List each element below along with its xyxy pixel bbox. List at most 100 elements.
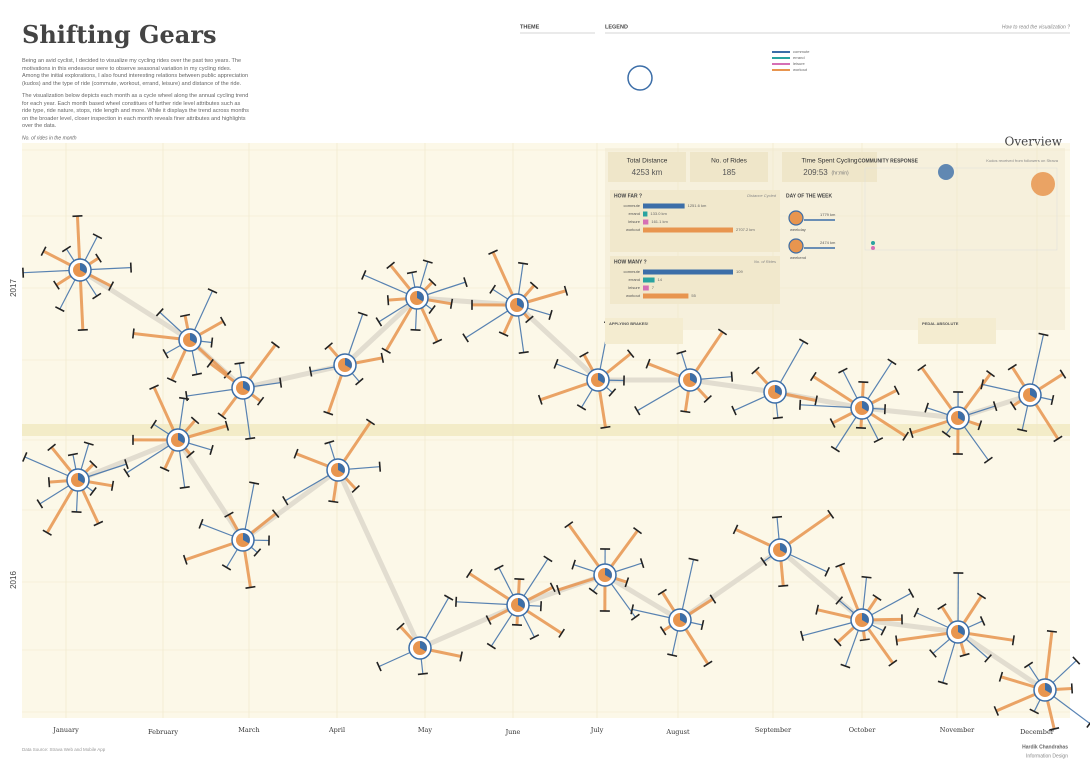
- month-wheel: [22, 441, 129, 536]
- ride-stop: [271, 509, 280, 519]
- ride-stop: [959, 652, 970, 658]
- wheel-hub-share: [1045, 683, 1052, 694]
- ride-stop: [224, 511, 234, 518]
- legend-label: workout: [793, 67, 808, 72]
- ride-stop: [92, 233, 103, 240]
- month-wheel: [909, 364, 998, 464]
- month-wheel: [980, 332, 1067, 443]
- theme-title: THEME: [520, 24, 540, 30]
- panel-title: HOW FAR ?: [614, 193, 642, 199]
- footer-role: Information Design: [1026, 753, 1068, 759]
- stat-label: Time Spent Cycling: [801, 158, 857, 165]
- ride-stop: [800, 630, 805, 641]
- stat-value: 185: [722, 168, 736, 177]
- panel-title: DAY OF THE WEEK: [786, 193, 833, 199]
- ride-stop: [529, 281, 539, 290]
- page-title: Shifting Gears: [22, 20, 217, 49]
- ride-stop: [92, 292, 102, 300]
- row-label: errand: [628, 211, 640, 216]
- intro-paragraph: Being an avid cyclist, I decided to visu…: [22, 58, 249, 87]
- ride-stop: [525, 315, 534, 324]
- ride-stop: [323, 410, 334, 416]
- legend-label: errand: [793, 55, 805, 60]
- ride-stop: [159, 466, 170, 472]
- row-value: 2707.2 km: [736, 227, 755, 232]
- month-wheel: [800, 562, 915, 669]
- ride-stop: [155, 308, 164, 317]
- month-wheel: [556, 521, 645, 621]
- month-wheel: [634, 328, 734, 416]
- month-wheel: [132, 288, 232, 383]
- ride-stop: [253, 548, 262, 557]
- row-bar: [643, 293, 689, 299]
- ride-stop: [895, 635, 899, 646]
- overview-title: Overview: [1005, 135, 1063, 149]
- ride-stop: [514, 577, 525, 581]
- ride-stop: [633, 527, 643, 535]
- month-wheel: [123, 384, 230, 490]
- ride-stop: [179, 486, 190, 490]
- ride-stop: [61, 245, 72, 253]
- ride-stop: [703, 660, 713, 668]
- ride-stop: [760, 556, 768, 567]
- ride-stop: [630, 613, 640, 621]
- month-wheel: [630, 557, 717, 668]
- ride-stop: [771, 515, 783, 519]
- ride-stop: [428, 305, 436, 314]
- ride-stop: [913, 607, 920, 618]
- ride-stop: [455, 596, 458, 607]
- ride-stop: [909, 427, 914, 438]
- ride-stop: [824, 566, 831, 577]
- row-label: errand: [628, 277, 640, 282]
- scatter-area: [864, 167, 1058, 251]
- ride-stop: [549, 582, 556, 593]
- ride-stop: [1023, 661, 1034, 669]
- ride-stop: [553, 358, 559, 369]
- ride-stop: [667, 653, 678, 658]
- dow-wheel: [788, 210, 804, 226]
- ride-stop: [124, 459, 129, 470]
- ride-stop: [89, 460, 98, 469]
- ride-stop: [432, 338, 443, 345]
- ride-stop: [485, 615, 492, 625]
- wheel-hub-share: [518, 598, 525, 609]
- ride-stop: [861, 575, 872, 579]
- stat-label: Total Distance: [627, 158, 668, 165]
- annotation-box: [605, 318, 683, 344]
- ride-stop: [893, 385, 900, 396]
- ride-stop: [498, 331, 509, 337]
- wheel-hub-share: [417, 291, 424, 302]
- ride-stop: [815, 604, 820, 615]
- ride-stop: [986, 370, 996, 378]
- wheel-hub-share: [178, 433, 185, 444]
- ride-stop: [798, 338, 809, 345]
- ride-stop: [355, 377, 364, 386]
- row-label: workout: [626, 227, 641, 232]
- ride-stop: [979, 616, 986, 626]
- ride-stop: [1011, 635, 1015, 646]
- ride-stop: [1009, 401, 1017, 411]
- ride-stop: [1049, 727, 1060, 731]
- ride-stop: [361, 270, 367, 280]
- month-wheel: [462, 249, 569, 355]
- wheel-hub-share: [862, 613, 869, 624]
- ride-stop: [639, 558, 645, 569]
- ride-stop: [386, 261, 396, 270]
- ride-stop: [1007, 363, 1017, 371]
- ride-stop: [518, 261, 529, 265]
- row-label: leisure: [628, 219, 641, 224]
- wheel-hub-share: [605, 568, 612, 579]
- ride-stop: [829, 418, 836, 428]
- ride-stop: [221, 564, 232, 571]
- ride-stop: [887, 358, 897, 366]
- ride-stop: [198, 518, 204, 529]
- ride-stop: [47, 443, 57, 452]
- ride-stop: [799, 399, 802, 410]
- month-label: December: [1020, 728, 1055, 736]
- ride-stop: [937, 680, 948, 685]
- ride-stop: [149, 384, 159, 390]
- month-wheel: [182, 481, 280, 589]
- ride-stop: [998, 671, 1004, 682]
- dow-label: weekday: [790, 227, 806, 232]
